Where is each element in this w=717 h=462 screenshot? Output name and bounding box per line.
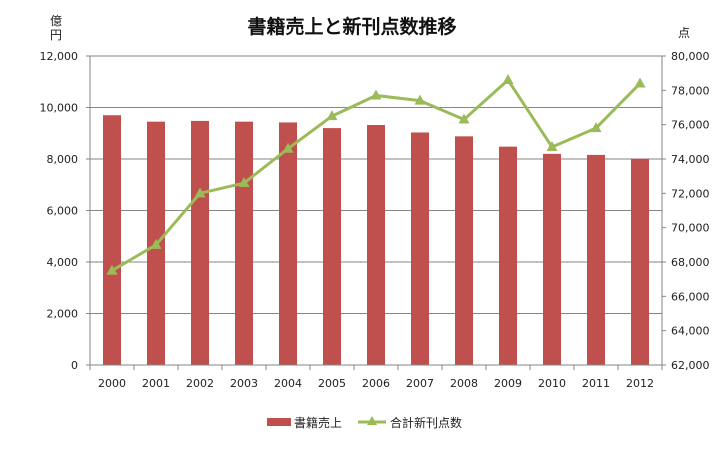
axes: 0 2,000 4,000 6,000 8,000 10,000 12,000 62,000 6…	[40, 50, 710, 390]
right-tick-label: 66,000	[671, 290, 710, 303]
left-tick-label: 0	[71, 359, 78, 372]
bar-2009	[499, 146, 517, 365]
line-point-2003	[238, 177, 250, 188]
bar-2000	[103, 115, 121, 365]
right-tick-label: 78,000	[671, 84, 710, 97]
left-tick-label: 6,000	[47, 205, 79, 218]
x-tick-label: 2004	[274, 377, 302, 390]
line-point-2007	[414, 94, 426, 105]
bar-2010	[543, 153, 561, 365]
x-tick-label: 2007	[406, 377, 434, 390]
line-point-2005	[326, 110, 338, 121]
line-point-2002	[194, 187, 206, 198]
bar-2005	[323, 128, 341, 365]
x-tick-label: 2005	[318, 377, 346, 390]
line-point-2008	[458, 113, 470, 124]
right-tick-label: 70,000	[671, 222, 710, 235]
right-tick-label: 80,000	[671, 50, 710, 63]
x-tick-label: 2001	[142, 377, 170, 390]
bar-2012	[631, 158, 649, 365]
chart-title: 書籍売上と新刊点数推移	[247, 15, 456, 38]
x-tick-label: 2009	[494, 377, 522, 390]
bar-2008	[455, 136, 473, 365]
left-tick-label: 12,000	[40, 50, 79, 63]
line-point-2010	[546, 140, 558, 151]
line-point-2000	[106, 264, 118, 275]
x-tick-label: 2010	[538, 377, 566, 390]
bar-series	[103, 115, 649, 365]
line-point-2011	[590, 122, 602, 133]
line-point-2009	[502, 74, 514, 85]
right-tick-label: 64,000	[671, 325, 710, 338]
bar-2002	[191, 120, 209, 365]
right-tick-label: 68,000	[671, 256, 710, 269]
line-point-2006	[370, 89, 382, 100]
legend: 書籍売上 合計新刊点数	[267, 415, 462, 430]
right-axis-unit: 点	[678, 26, 690, 40]
right-tick-label: 72,000	[671, 187, 710, 200]
line-point-2001	[150, 238, 162, 249]
legend-label-titles: 合計新刊点数	[390, 415, 462, 430]
legend-triangle-marker	[367, 416, 377, 425]
left-axis-unit-line2: 円	[50, 28, 62, 42]
left-tick-label: 2,000	[47, 308, 79, 321]
x-tick-label: 2011	[582, 377, 610, 390]
line-point-2004	[282, 142, 294, 153]
legend-label-sales: 書籍売上	[294, 415, 342, 430]
x-tick-label: 2008	[450, 377, 478, 390]
bar-2004	[279, 122, 297, 365]
x-tick-label: 2002	[186, 377, 214, 390]
left-tick-label: 4,000	[47, 256, 79, 269]
x-tick-label: 2006	[362, 377, 390, 390]
bar-2007	[411, 132, 429, 365]
legend-bar-swatch	[267, 418, 291, 426]
bar-2006	[367, 125, 385, 365]
bar-2011	[587, 154, 605, 365]
left-tick-label: 10,000	[40, 102, 79, 115]
line-point-2012	[634, 77, 646, 88]
bar-2003	[235, 121, 253, 365]
left-axis-unit-line1: 億	[50, 14, 62, 28]
x-tick-label: 2000	[98, 377, 126, 390]
left-tick-label: 8,000	[47, 153, 79, 166]
x-tick-label: 2003	[230, 377, 258, 390]
line-series	[106, 74, 646, 275]
x-tick-label: 2012	[626, 377, 654, 390]
right-tick-label: 76,000	[671, 119, 710, 132]
right-tick-label: 74,000	[671, 153, 710, 166]
right-tick-label: 62,000	[671, 359, 710, 372]
